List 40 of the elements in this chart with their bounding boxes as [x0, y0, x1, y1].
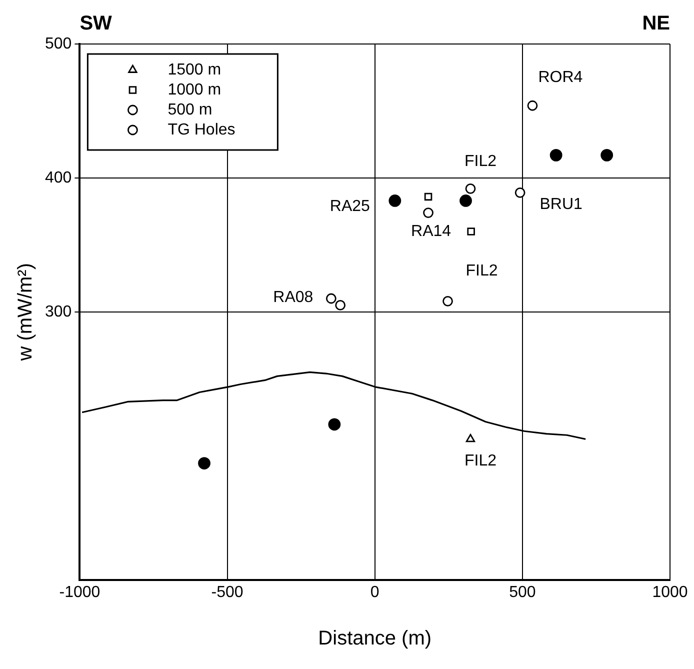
legend-label: 1500 m	[168, 61, 222, 78]
point	[442, 296, 453, 306]
annotation: RA14	[411, 222, 452, 240]
y-tick-label: 500	[44, 35, 72, 52]
point	[466, 434, 476, 442]
annotation: RA25	[330, 198, 370, 216]
text: NE	[642, 12, 670, 35]
point	[423, 208, 434, 218]
annotation: FIL2	[466, 262, 498, 280]
x-tick-label: -1000	[59, 584, 100, 601]
point	[388, 194, 402, 207]
annotation: FIL2	[464, 153, 497, 170]
annotation: BRU1	[540, 196, 582, 214]
x-axis-title: Distance (m)	[318, 628, 432, 650]
point	[424, 192, 432, 201]
text: SW	[80, 12, 112, 35]
x-tick-label: 0	[370, 584, 380, 601]
legend-label: 1000 m	[168, 81, 222, 98]
point	[514, 187, 526, 198]
point	[198, 457, 210, 470]
x-tick-label: 500	[509, 584, 536, 601]
y-axis-title: w (mW/m²)	[14, 263, 37, 362]
legend-label: 500 m	[168, 101, 212, 118]
point	[335, 300, 346, 310]
annotation: FIL2	[464, 452, 497, 470]
legend-label: TG Holes	[168, 121, 236, 138]
point	[527, 100, 538, 111]
x-tick-label: -500	[211, 584, 244, 601]
point	[328, 418, 341, 431]
y-tick-label: 300	[44, 303, 72, 320]
point	[460, 194, 472, 207]
annotation: RA08	[273, 288, 314, 306]
point	[550, 148, 562, 162]
y-tick-label: 400	[44, 169, 72, 186]
x-tick-label: 1000	[652, 584, 688, 601]
point	[465, 183, 476, 194]
point	[326, 293, 336, 304]
annotation: ROR4	[538, 69, 583, 86]
point	[467, 228, 475, 236]
point	[600, 148, 614, 162]
